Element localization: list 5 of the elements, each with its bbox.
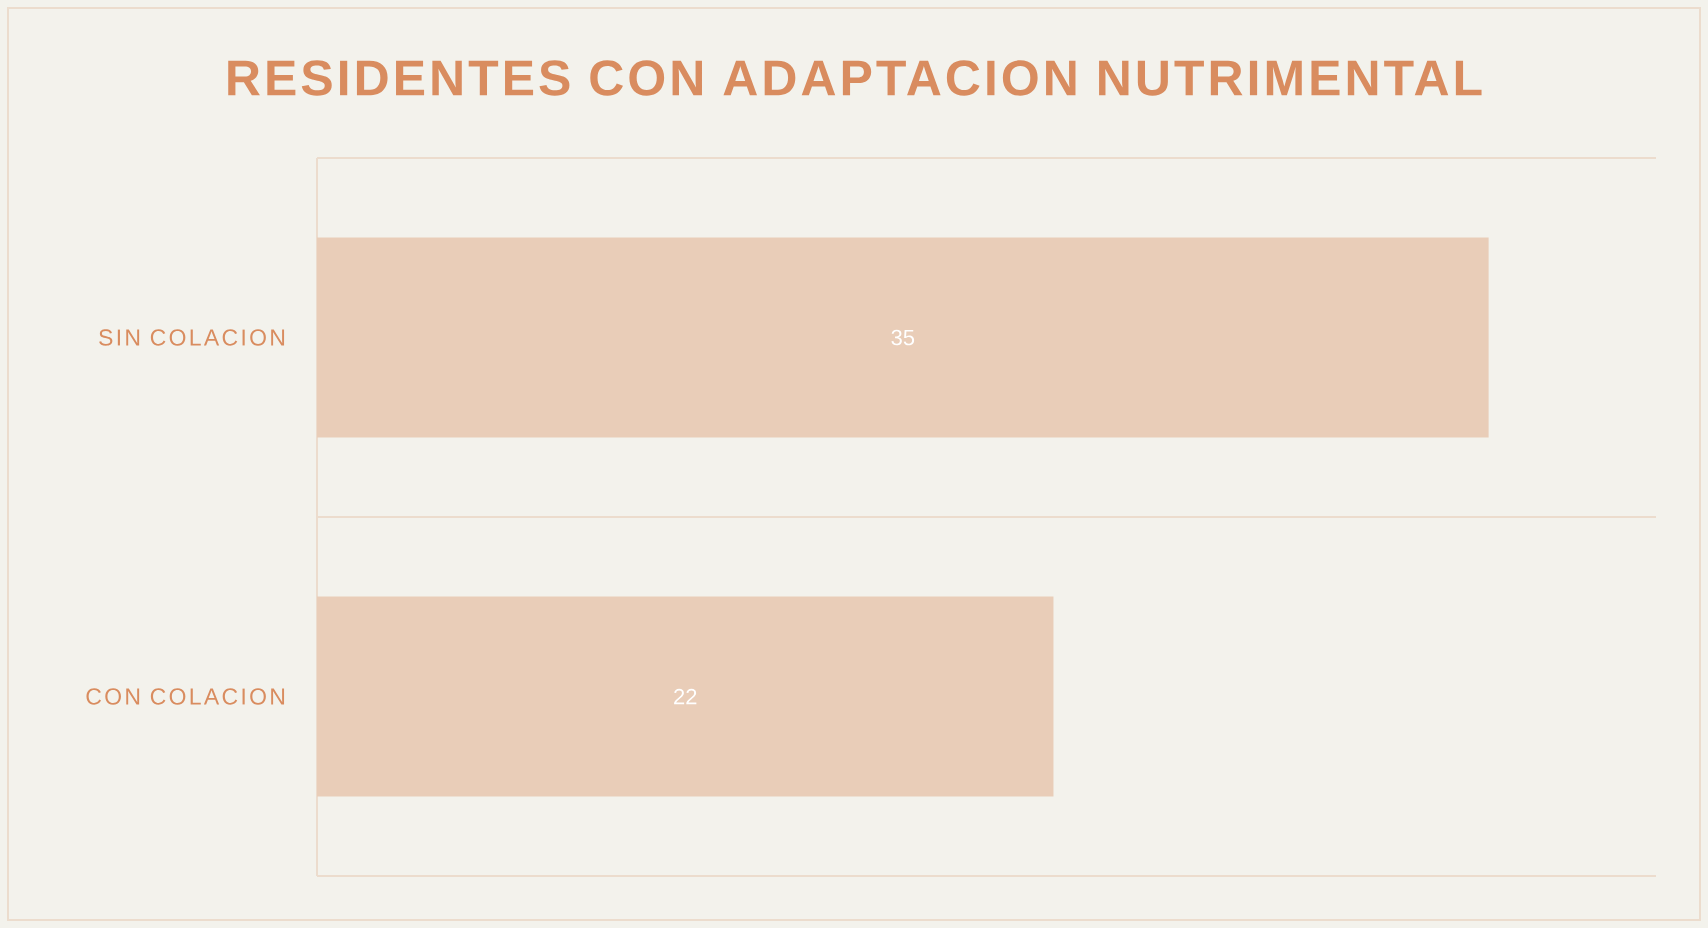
- y-tick-label: CON COLACION: [86, 688, 285, 705]
- y-tick-label: SIN COLACION: [99, 329, 285, 346]
- chart-title: RESIDENTES CON ADAPTACION NUTRIMENTAL: [228, 60, 1482, 96]
- data-label: 22: [674, 688, 697, 705]
- data-label: 35: [891, 329, 915, 346]
